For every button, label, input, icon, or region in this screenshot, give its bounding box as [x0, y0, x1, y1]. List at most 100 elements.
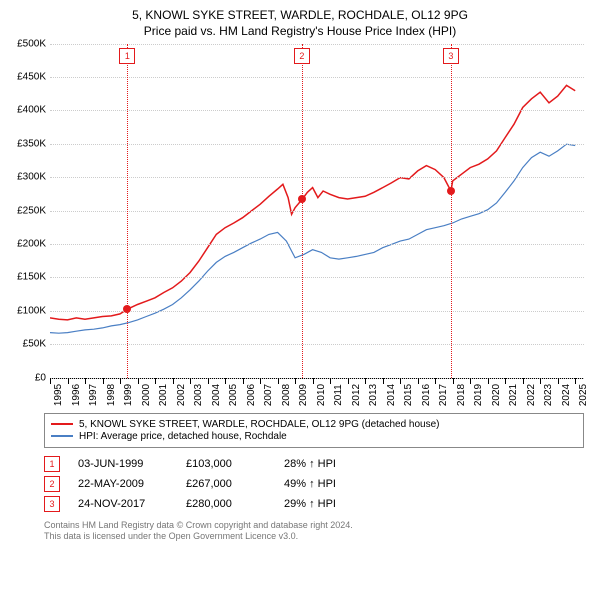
x-tick	[453, 378, 454, 384]
x-tick	[540, 378, 541, 384]
x-axis-label: 2004	[211, 383, 222, 405]
attribution-footer: Contains HM Land Registry data © Crown c…	[44, 520, 588, 543]
x-axis-label: 2019	[473, 383, 484, 405]
x-axis-label: 2022	[526, 383, 537, 405]
sales-badge: 1	[44, 456, 60, 472]
x-axis-label: 2023	[543, 383, 554, 405]
y-axis-label: £450K	[6, 71, 46, 82]
sales-badge: 2	[44, 476, 60, 492]
sales-price: £267,000	[186, 478, 266, 490]
x-tick	[330, 378, 331, 384]
sale-marker-dot	[447, 187, 455, 195]
x-tick	[173, 378, 174, 384]
y-axis-label: £50K	[6, 339, 46, 350]
sales-row: 103-JUN-1999£103,00028% ↑ HPI	[44, 454, 584, 474]
x-axis-label: 2020	[491, 383, 502, 405]
x-tick	[435, 378, 436, 384]
x-axis-label: 2001	[158, 383, 169, 405]
x-tick	[295, 378, 296, 384]
chart-subtitle: Price paid vs. HM Land Registry's House …	[12, 24, 588, 38]
sale-marker-dot	[298, 195, 306, 203]
x-tick	[558, 378, 559, 384]
x-tick	[278, 378, 279, 384]
y-gridline	[50, 177, 584, 178]
x-tick	[243, 378, 244, 384]
x-axis-label: 2012	[351, 383, 362, 405]
x-tick	[260, 378, 261, 384]
sales-diff: 28% ↑ HPI	[284, 458, 336, 470]
x-axis-label: 1995	[53, 383, 64, 405]
x-tick	[575, 378, 576, 384]
sales-date: 24-NOV-2017	[78, 498, 168, 510]
y-gridline	[50, 277, 584, 278]
x-axis-label: 1998	[106, 383, 117, 405]
x-tick	[365, 378, 366, 384]
x-axis-label: 2025	[578, 383, 589, 405]
sales-table: 103-JUN-1999£103,00028% ↑ HPI222-MAY-200…	[44, 454, 584, 514]
sales-badge: 3	[44, 496, 60, 512]
x-axis-label: 2000	[141, 383, 152, 405]
sale-marker-line	[451, 44, 452, 378]
y-gridline	[50, 211, 584, 212]
x-axis-label: 2007	[263, 383, 274, 405]
y-gridline	[50, 378, 584, 379]
y-axis-label: £350K	[6, 138, 46, 149]
x-tick	[225, 378, 226, 384]
legend-swatch	[51, 423, 73, 425]
x-tick	[190, 378, 191, 384]
x-axis-label: 2003	[193, 383, 204, 405]
x-tick	[523, 378, 524, 384]
sale-marker-line	[127, 44, 128, 378]
x-tick	[68, 378, 69, 384]
x-axis-label: 1996	[71, 383, 82, 405]
sales-diff: 49% ↑ HPI	[284, 478, 336, 490]
y-gridline	[50, 244, 584, 245]
y-axis-label: £250K	[6, 205, 46, 216]
x-axis-label: 2010	[316, 383, 327, 405]
legend-row: 5, KNOWL SYKE STREET, WARDLE, ROCHDALE, …	[51, 419, 577, 430]
sales-price: £103,000	[186, 458, 266, 470]
sales-row: 324-NOV-2017£280,00029% ↑ HPI	[44, 494, 584, 514]
y-axis-label: £400K	[6, 105, 46, 116]
x-tick	[505, 378, 506, 384]
x-axis-label: 2006	[246, 383, 257, 405]
sale-marker-badge: 3	[443, 48, 459, 64]
x-axis-label: 2015	[403, 383, 414, 405]
x-axis-label: 2013	[368, 383, 379, 405]
y-axis-label: £500K	[6, 38, 46, 49]
x-tick	[85, 378, 86, 384]
x-axis-label: 1997	[88, 383, 99, 405]
x-tick	[470, 378, 471, 384]
y-axis-label: £150K	[6, 272, 46, 283]
sales-price: £280,000	[186, 498, 266, 510]
x-axis-label: 1999	[123, 383, 134, 405]
x-axis-label: 2005	[228, 383, 239, 405]
x-axis-label: 2016	[421, 383, 432, 405]
x-tick	[400, 378, 401, 384]
x-axis-label: 2009	[298, 383, 309, 405]
x-tick	[155, 378, 156, 384]
x-tick	[488, 378, 489, 384]
footer-line-2: This data is licensed under the Open Gov…	[44, 531, 588, 543]
y-axis-label: £300K	[6, 172, 46, 183]
x-tick	[348, 378, 349, 384]
x-axis-label: 2011	[333, 384, 344, 406]
x-axis-label: 2002	[176, 383, 187, 405]
sale-marker-badge: 2	[294, 48, 310, 64]
y-axis-label: £200K	[6, 238, 46, 249]
x-axis-label: 2014	[386, 383, 397, 405]
y-axis-label: £0	[6, 372, 46, 383]
x-tick	[120, 378, 121, 384]
chart-title: 5, KNOWL SYKE STREET, WARDLE, ROCHDALE, …	[12, 8, 588, 24]
legend-box: 5, KNOWL SYKE STREET, WARDLE, ROCHDALE, …	[44, 413, 584, 448]
x-axis-label: 2018	[456, 383, 467, 405]
x-axis-label: 2017	[438, 383, 449, 405]
x-axis-label: 2024	[561, 383, 572, 405]
plot-area: £0£50K£100K£150K£200K£250K£300K£350K£400…	[50, 44, 584, 379]
legend-row: HPI: Average price, detached house, Roch…	[51, 431, 577, 442]
x-axis-label: 2021	[508, 383, 519, 405]
sale-marker-line	[302, 44, 303, 378]
x-tick	[418, 378, 419, 384]
sales-date: 22-MAY-2009	[78, 478, 168, 490]
legend-label: 5, KNOWL SYKE STREET, WARDLE, ROCHDALE, …	[79, 419, 440, 430]
